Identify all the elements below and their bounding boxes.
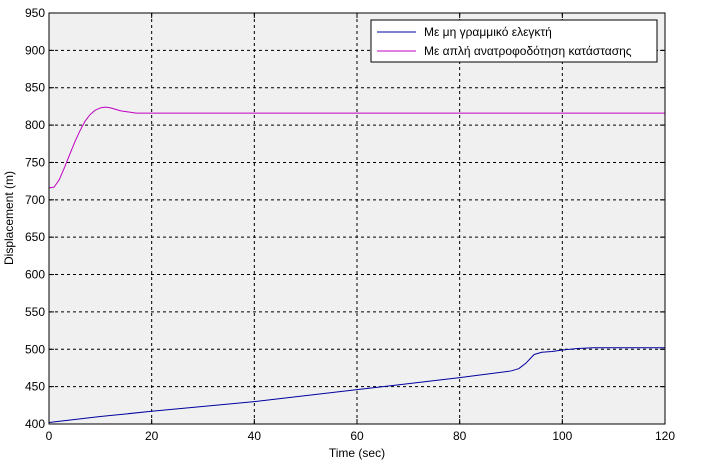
series-line-2 — [48, 106, 665, 189]
y-tick-label: 950 — [25, 6, 45, 20]
x-tick-label: 0 — [46, 429, 53, 443]
x-tick-label: 60 — [350, 429, 364, 443]
y-tick-label: 900 — [25, 43, 45, 57]
y-tick-label: 550 — [25, 305, 45, 319]
y-tick-label: 700 — [25, 193, 45, 207]
y-tick-label: 750 — [25, 155, 45, 169]
x-tick-label: 100 — [552, 429, 572, 443]
y-axis-label: Displacement (m) — [2, 171, 16, 265]
legend-label-series-2: Με απλή ανατροφοδότηση κατάστασης — [424, 44, 632, 58]
x-tick-label: 20 — [145, 429, 159, 443]
y-tick-label: 500 — [25, 342, 45, 356]
legend: Με μη γραμμικό ελεγκτή Με απλή ανατροφοδ… — [370, 19, 658, 63]
legend-label-series-1: Με μη γραμμικό ελεγκτή — [424, 25, 552, 39]
series-line-1 — [48, 347, 665, 424]
x-tick-label: 40 — [248, 429, 262, 443]
y-tick-label: 650 — [25, 230, 45, 244]
y-tick-label: 800 — [25, 118, 45, 132]
tick-layer: 0 20 40 60 80 100 120 400 450 500 550 600 650 700 750 8… — [25, 6, 675, 443]
x-tick-label: 80 — [453, 429, 467, 443]
x-axis-label: Time (sec) — [329, 446, 385, 460]
y-tick-label: 600 — [25, 268, 45, 282]
y-tick-label: 850 — [25, 81, 45, 95]
x-tick-label: 120 — [655, 429, 675, 443]
y-tick-label: 400 — [25, 417, 45, 431]
series-layer — [48, 106, 665, 424]
grid — [49, 13, 665, 424]
legend-box — [370, 19, 658, 63]
y-tick-label: 450 — [25, 380, 45, 394]
